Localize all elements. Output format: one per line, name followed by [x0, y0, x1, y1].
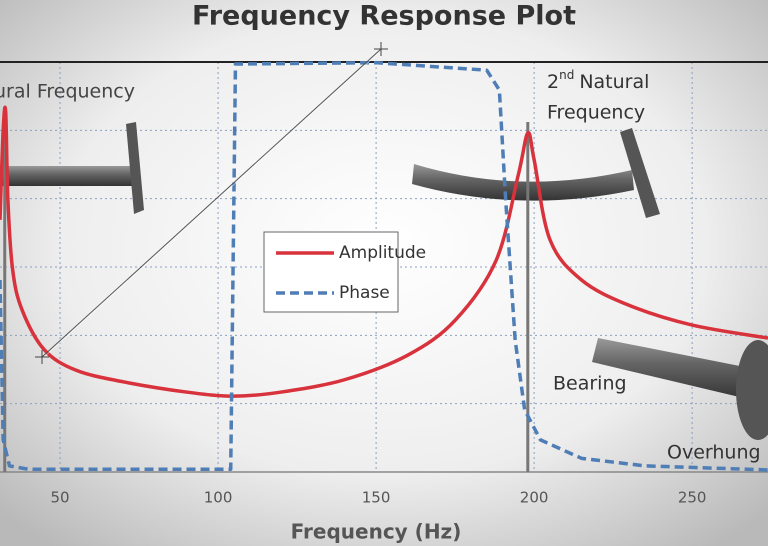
- mode-label: 2nd Natural: [547, 68, 649, 93]
- x-tick-label: 100: [204, 489, 233, 507]
- beam-illustrations: [0, 122, 768, 440]
- annotation: Overhung: [667, 442, 761, 464]
- plate-2: [620, 128, 660, 218]
- x-tick-label: 200: [520, 489, 549, 507]
- beam-1: [0, 166, 134, 186]
- beam-2: [412, 164, 634, 201]
- series-line: [0, 105, 768, 398]
- annotation: ural Frequency: [0, 81, 135, 103]
- shaft: [592, 338, 760, 400]
- disk: [736, 340, 768, 440]
- mode-word: Natural: [579, 71, 649, 93]
- mode-label: Frequency: [547, 102, 645, 124]
- x-axis-label: Frequency (Hz): [291, 520, 462, 544]
- legend: Amplitude Phase: [263, 231, 426, 313]
- x-tick-label: 50: [51, 489, 70, 507]
- plot-area: [0, 60, 768, 472]
- annotation: Bearing: [553, 373, 627, 395]
- crosshairs: [35, 42, 388, 364]
- legend-label: Amplitude: [339, 243, 426, 263]
- legend-label: Phase: [339, 283, 390, 303]
- plate-1: [126, 122, 144, 214]
- measure-line-highlight: [42, 49, 383, 359]
- measure-line: [41, 48, 382, 358]
- mode-number: 2: [547, 71, 559, 93]
- x-tick-label: 250: [678, 489, 707, 507]
- x-tick-label: 150: [362, 489, 391, 507]
- series-line: [0, 60, 768, 472]
- chart-title: Frequency Response Plot: [192, 1, 576, 32]
- legend-box: [263, 231, 399, 313]
- mode-suffix: nd: [559, 68, 574, 82]
